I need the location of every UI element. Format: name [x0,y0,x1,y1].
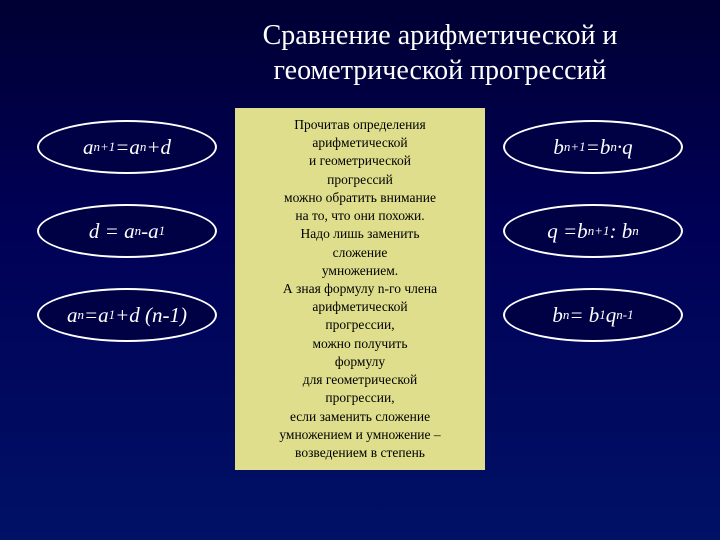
content-area: an+1=an+d d = an -a1 an=a1+d (n-1) Прочи… [0,98,720,470]
explanation-box: Прочитав определенияарифметическойи геом… [235,108,485,470]
right-column: bn+1=bn ·q q =bn+1: bn bn = b1qn-1 [503,108,683,342]
formula-arith-nth: an=a1+d (n-1) [37,288,217,342]
title-line-2: геометрической прогрессий [274,55,607,86]
formula-geom-recurrence: bn+1=bn ·q [503,120,683,174]
slide-title: Сравнение арифметической и геометрическо… [0,0,720,98]
title-line-1: Сравнение арифметической и [263,20,618,51]
formula-geom-ratio: q =bn+1: bn [503,204,683,258]
formula-geom-nth: bn = b1qn-1 [503,288,683,342]
formula-arith-recurrence: an+1=an+d [37,120,217,174]
formula-arith-difference: d = an -a1 [37,204,217,258]
left-column: an+1=an+d d = an -a1 an=a1+d (n-1) [37,108,217,342]
